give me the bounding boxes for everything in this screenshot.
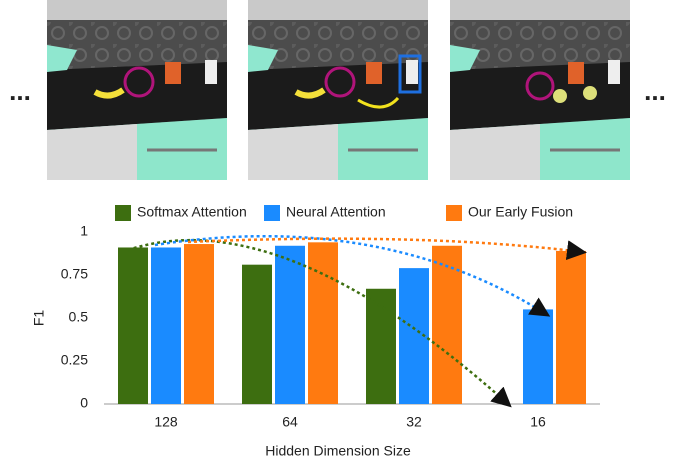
y-axis-label: F1 <box>31 310 47 327</box>
bar <box>308 242 338 404</box>
y-tick-label: 1 <box>80 223 88 239</box>
bar <box>366 288 396 404</box>
legend-swatch <box>446 205 462 221</box>
x-tick-label: 64 <box>282 414 298 430</box>
legend-label: Softmax Attention <box>137 204 247 220</box>
photo-2 <box>246 0 430 182</box>
bar <box>118 247 148 404</box>
bar <box>151 247 181 404</box>
ellipsis: ... <box>644 76 666 106</box>
legend-label: Our Early Fusion <box>468 204 573 220</box>
plot: 0 0.25 0.5 0.75 1 Softmax Attention Neural Att… <box>61 204 600 430</box>
y-tick-label: 0 <box>80 395 88 411</box>
x-axis-label: Hidden Dimension Size <box>265 443 411 459</box>
x-tick-label: 16 <box>530 414 546 430</box>
bar <box>556 250 586 404</box>
y-tick-label: 0.25 <box>61 352 88 368</box>
bar <box>242 264 272 404</box>
ellipsis: ... <box>9 76 31 106</box>
legend-swatch <box>264 205 280 221</box>
y-tick-label: 0.75 <box>61 266 88 282</box>
bar <box>184 244 214 404</box>
photo-3 <box>448 0 632 182</box>
x-tick-label: 128 <box>154 414 178 430</box>
bar <box>432 245 462 404</box>
photo-1 <box>45 0 229 182</box>
bar <box>275 245 305 404</box>
trend-arrows <box>127 234 587 408</box>
legend-swatch <box>115 205 131 221</box>
y-tick-label: 0.5 <box>69 309 89 325</box>
x-tick-label: 32 <box>406 414 422 430</box>
legend-label: Neural Attention <box>286 204 386 220</box>
bar <box>523 309 553 404</box>
